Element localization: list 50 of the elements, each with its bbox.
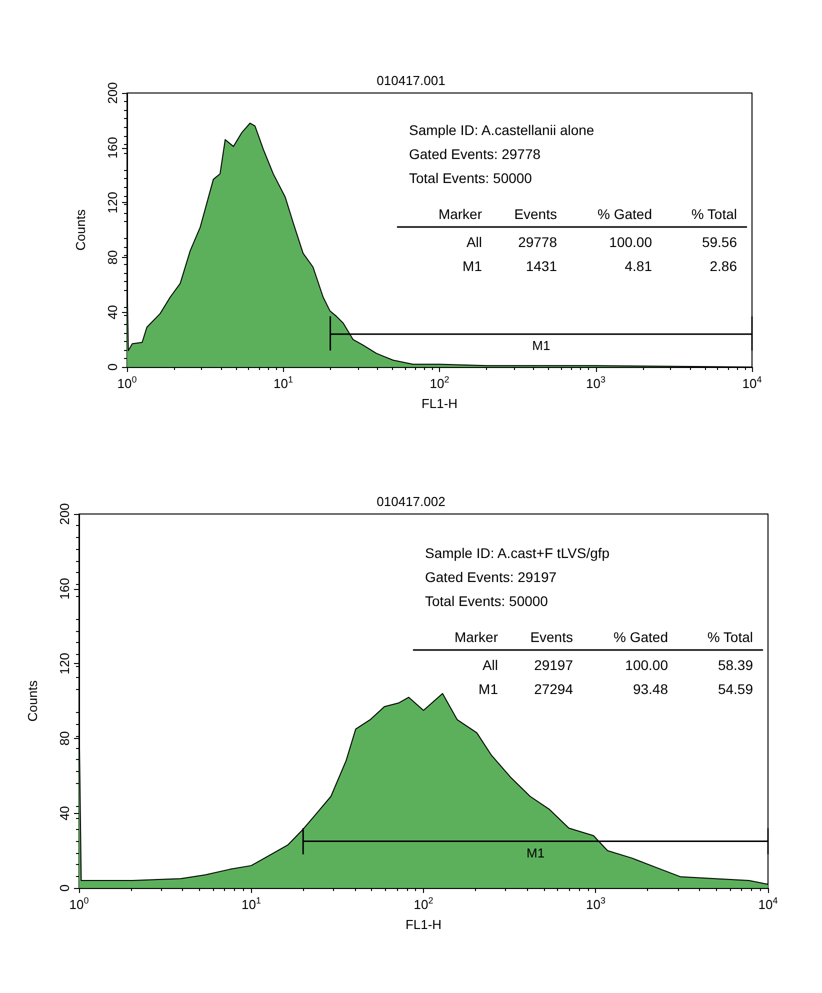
x-axis-title: FL1-H [421, 396, 458, 411]
series-label: M1 [526, 845, 545, 860]
y-tick-label: 120 [105, 192, 120, 214]
y-tick-label: 200 [57, 503, 72, 525]
annotation: Marker [454, 629, 498, 645]
y-tick-label: 120 [57, 652, 72, 674]
annotation: Sample ID: A.cast+F tLVS/gfp [425, 545, 610, 561]
chart-title: 010417.002 [376, 494, 446, 509]
y-tick-label: 0 [105, 363, 120, 371]
x-axis-title: FL1-H [405, 917, 442, 932]
annotation: 2.86 [710, 258, 738, 274]
annotation: % Total [707, 629, 753, 645]
annotation: % Gated [614, 629, 668, 645]
y-tick-label: 40 [105, 304, 120, 320]
annotation: Total Events: 50000 [409, 170, 532, 186]
y-tick-label: 0 [57, 884, 72, 892]
annotation: All [466, 234, 482, 250]
y-axis-title: Counts [25, 680, 40, 722]
y-tick-label: 80 [105, 250, 120, 265]
annotation: 100.00 [609, 234, 652, 250]
annotation: Sample ID: A.castellanii alone [409, 122, 594, 138]
annotation: 58.39 [718, 657, 754, 673]
annotation: 59.56 [702, 234, 738, 250]
annotation: M1 [462, 258, 482, 274]
annotation: All [482, 657, 498, 673]
annotation: Gated Events: 29778 [409, 146, 541, 162]
annotation: 1431 [526, 258, 558, 274]
annotation: M1 [478, 681, 498, 697]
y-tick-label: 200 [105, 82, 120, 104]
y-tick-label: 40 [57, 806, 72, 820]
annotation: 100.00 [625, 657, 668, 673]
y-tick-label: 160 [57, 578, 72, 600]
annotation: 27294 [534, 681, 574, 697]
series-label: M1 [532, 338, 550, 354]
annotation: 29778 [518, 234, 558, 250]
annotation: 29197 [534, 657, 574, 673]
y-tick-label: 160 [105, 136, 120, 159]
annotation: 4.81 [624, 258, 652, 274]
annotation: Gated Events: 29197 [425, 569, 557, 585]
annotation: % Total [691, 206, 737, 222]
annotation: Events [514, 206, 557, 222]
y-axis-title: Counts [73, 208, 88, 251]
y-tick-label: 80 [57, 731, 72, 746]
chart-title: 010417.001 [376, 73, 446, 88]
annotation: Total Events: 50000 [425, 593, 548, 609]
annotation: Events [530, 629, 573, 645]
annotation: 54.59 [718, 681, 754, 697]
annotation: Marker [438, 206, 482, 222]
annotation: 93.48 [632, 681, 668, 697]
annotation: % Gated [598, 206, 652, 222]
